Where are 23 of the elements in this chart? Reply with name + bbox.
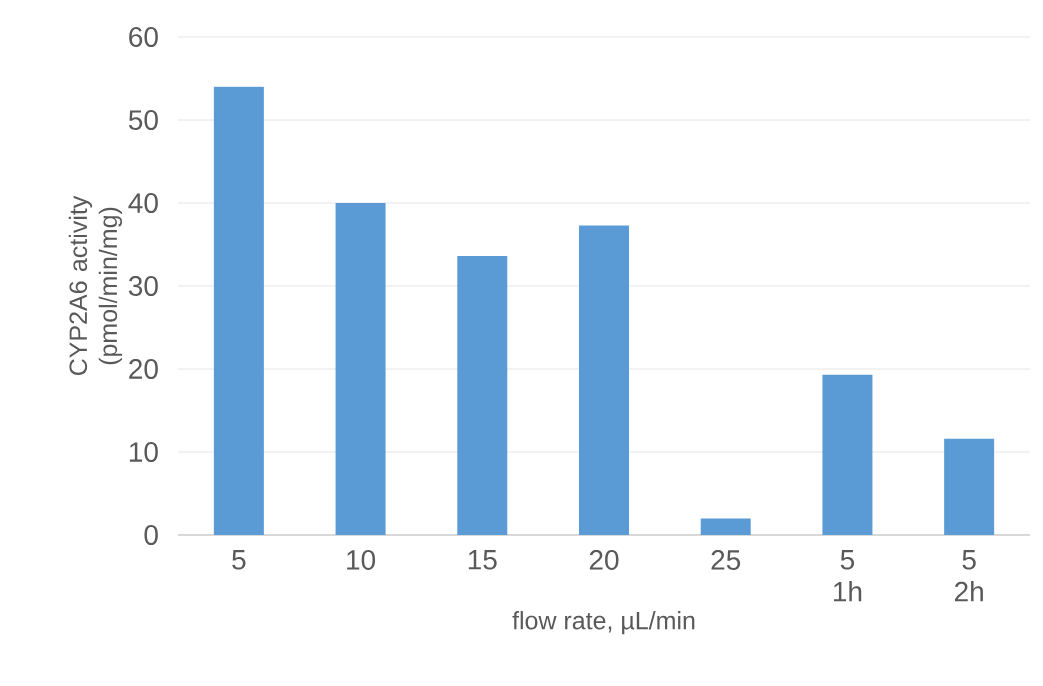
y-tick-label: 30 [128, 276, 158, 296]
bar [579, 225, 630, 535]
x-tick-label: 25 [711, 550, 741, 570]
x-axis-title: flow rate, µL/min [512, 611, 695, 635]
y-tick-label: 50 [128, 110, 158, 130]
x-tick-label: 5 2h [954, 550, 983, 602]
y-tick-label: 60 [129, 27, 158, 47]
bar [822, 374, 873, 535]
bar [457, 256, 508, 535]
x-tick-label: 10 [347, 550, 376, 570]
y-axis-title: CYP2A6 activity (pmol/min/mg) [68, 195, 123, 376]
y-tick-label: 40 [128, 193, 158, 213]
x-tick-label: 5 [232, 550, 246, 570]
x-tick-label: 15 [468, 550, 497, 570]
y-tick-label: 0 [144, 525, 158, 545]
y-tick-label: 20 [129, 359, 158, 379]
bar [335, 203, 386, 535]
x-tick-label: 20 [589, 550, 619, 570]
bar [213, 86, 264, 535]
bar [944, 438, 995, 535]
y-tick-label: 10 [129, 442, 158, 462]
bar [700, 518, 751, 535]
x-tick-label: 5 1h [833, 550, 862, 602]
